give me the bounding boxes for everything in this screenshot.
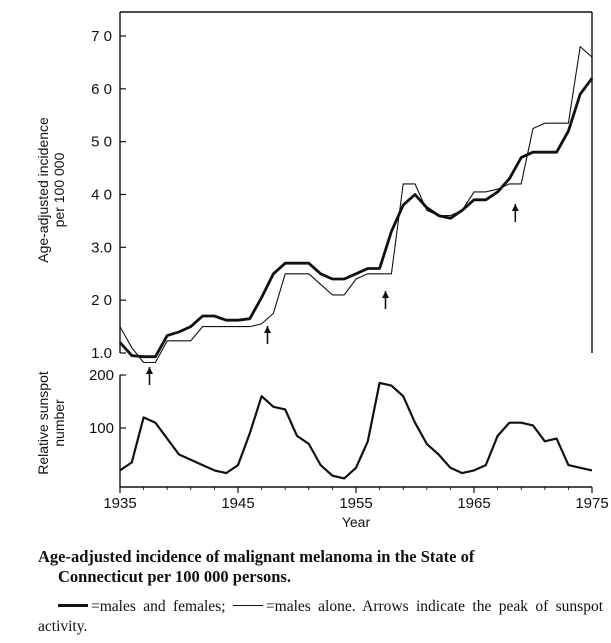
incidence-y-tick-label: 7 0 <box>91 28 112 45</box>
legend-arrows-text-1: Arrows indicate the <box>362 598 492 615</box>
sunspot-plot: 100 200 1935 1945 1955 1965 1975 <box>89 367 609 512</box>
incidence-axis-title-line2: per 100 000 <box>51 152 67 227</box>
series-sunspot-number <box>119 381 593 480</box>
incidence-y-tick-label: 2 0 <box>91 292 112 309</box>
x-axis-title: Year <box>342 514 371 530</box>
sunspot-peak-arrow-head <box>146 367 153 374</box>
x-tick-label: 1965 <box>457 495 490 512</box>
sunspot-peak-arrow-head <box>382 291 389 298</box>
incidence-axis-title-line1: Age-adjusted incidence <box>35 117 51 263</box>
melanoma-sunspot-chart: 1.0 2 0 3.0 4 0 5 0 6 0 7 0 100 200 1935 1945 1955… <box>35 11 609 530</box>
x-tick-label: 1955 <box>339 495 372 512</box>
figure-caption-legend: =males and females; =males alone. Arrows… <box>38 597 603 637</box>
incidence-y-tick-label: 4 0 <box>91 187 112 204</box>
sunspot-y-tick-label: 200 <box>89 367 114 384</box>
incidence-y-tick-label: 1.0 <box>91 345 112 362</box>
incidence-y-tick-label: 6 0 <box>91 81 112 98</box>
sunspot-peak-arrow-head <box>511 204 519 211</box>
legend-thick-text: =males and females; <box>91 598 226 615</box>
x-tick-label: 1935 <box>103 495 136 512</box>
thick-line-symbol <box>58 604 88 608</box>
incidence-plot: 1.0 2 0 3.0 4 0 5 0 6 0 7 0 <box>91 11 594 385</box>
x-tick-label: 1945 <box>221 495 254 512</box>
sunspot-axis-title-line2: number <box>51 399 67 447</box>
legend-arrows-text-2: peak of sunspot activity. <box>38 598 604 635</box>
incidence-y-tick-label: 3.0 <box>91 239 112 256</box>
series-males-and-females <box>118 77 594 359</box>
incidence-y-tick-label: 5 0 <box>91 134 112 151</box>
series-males-alone <box>119 46 593 364</box>
thin-line-symbol <box>232 605 263 607</box>
figure-caption-title: Age-adjusted incidence of malignant mela… <box>38 547 603 587</box>
x-tick-label: 1975 <box>575 495 608 512</box>
sunspot-y-tick-label: 100 <box>89 420 114 437</box>
sunspot-axis-title-line1: Relative sunspot <box>35 371 51 475</box>
caption-title-line2: Connecticut per 100 000 persons. <box>58 567 291 586</box>
legend-thin-text: =males alone. <box>265 598 356 615</box>
caption-title-line1: Age-adjusted incidence of malignant mela… <box>38 547 475 566</box>
sunspot-peak-arrow-head <box>264 326 271 333</box>
